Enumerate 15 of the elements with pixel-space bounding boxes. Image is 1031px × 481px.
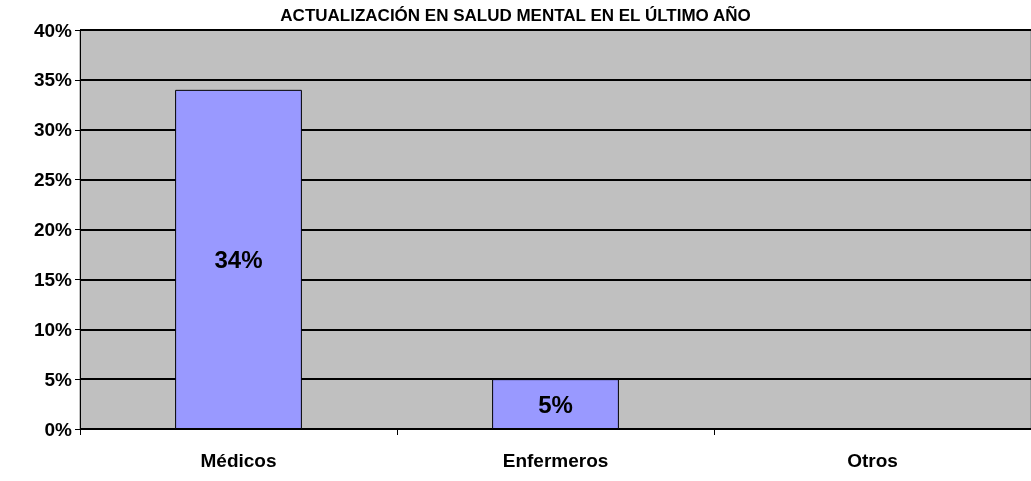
y-tick-label: 0% bbox=[44, 418, 73, 440]
y-tick-label: 35% bbox=[33, 69, 73, 91]
y-tick-label: 10% bbox=[33, 318, 73, 340]
x-tick-label: Enfermeros bbox=[502, 450, 609, 471]
y-tick-label: 40% bbox=[33, 19, 73, 41]
y-tick-label: 20% bbox=[33, 219, 73, 240]
y-tick-label: 25% bbox=[33, 169, 73, 191]
chart-title: ACTUALIZACIÓN EN SALUD MENTAL EN EL ÚLTIMO AÑO bbox=[280, 5, 751, 25]
y-tick-label: 15% bbox=[33, 268, 73, 290]
data-label: 34% bbox=[214, 245, 263, 273]
y-tick-label: 5% bbox=[44, 368, 73, 390]
data-label: 5% bbox=[538, 390, 573, 418]
x-tick-label: Otros bbox=[847, 450, 898, 471]
y-tick-label: 30% bbox=[33, 119, 73, 141]
x-tick-label: Médicos bbox=[200, 450, 277, 471]
